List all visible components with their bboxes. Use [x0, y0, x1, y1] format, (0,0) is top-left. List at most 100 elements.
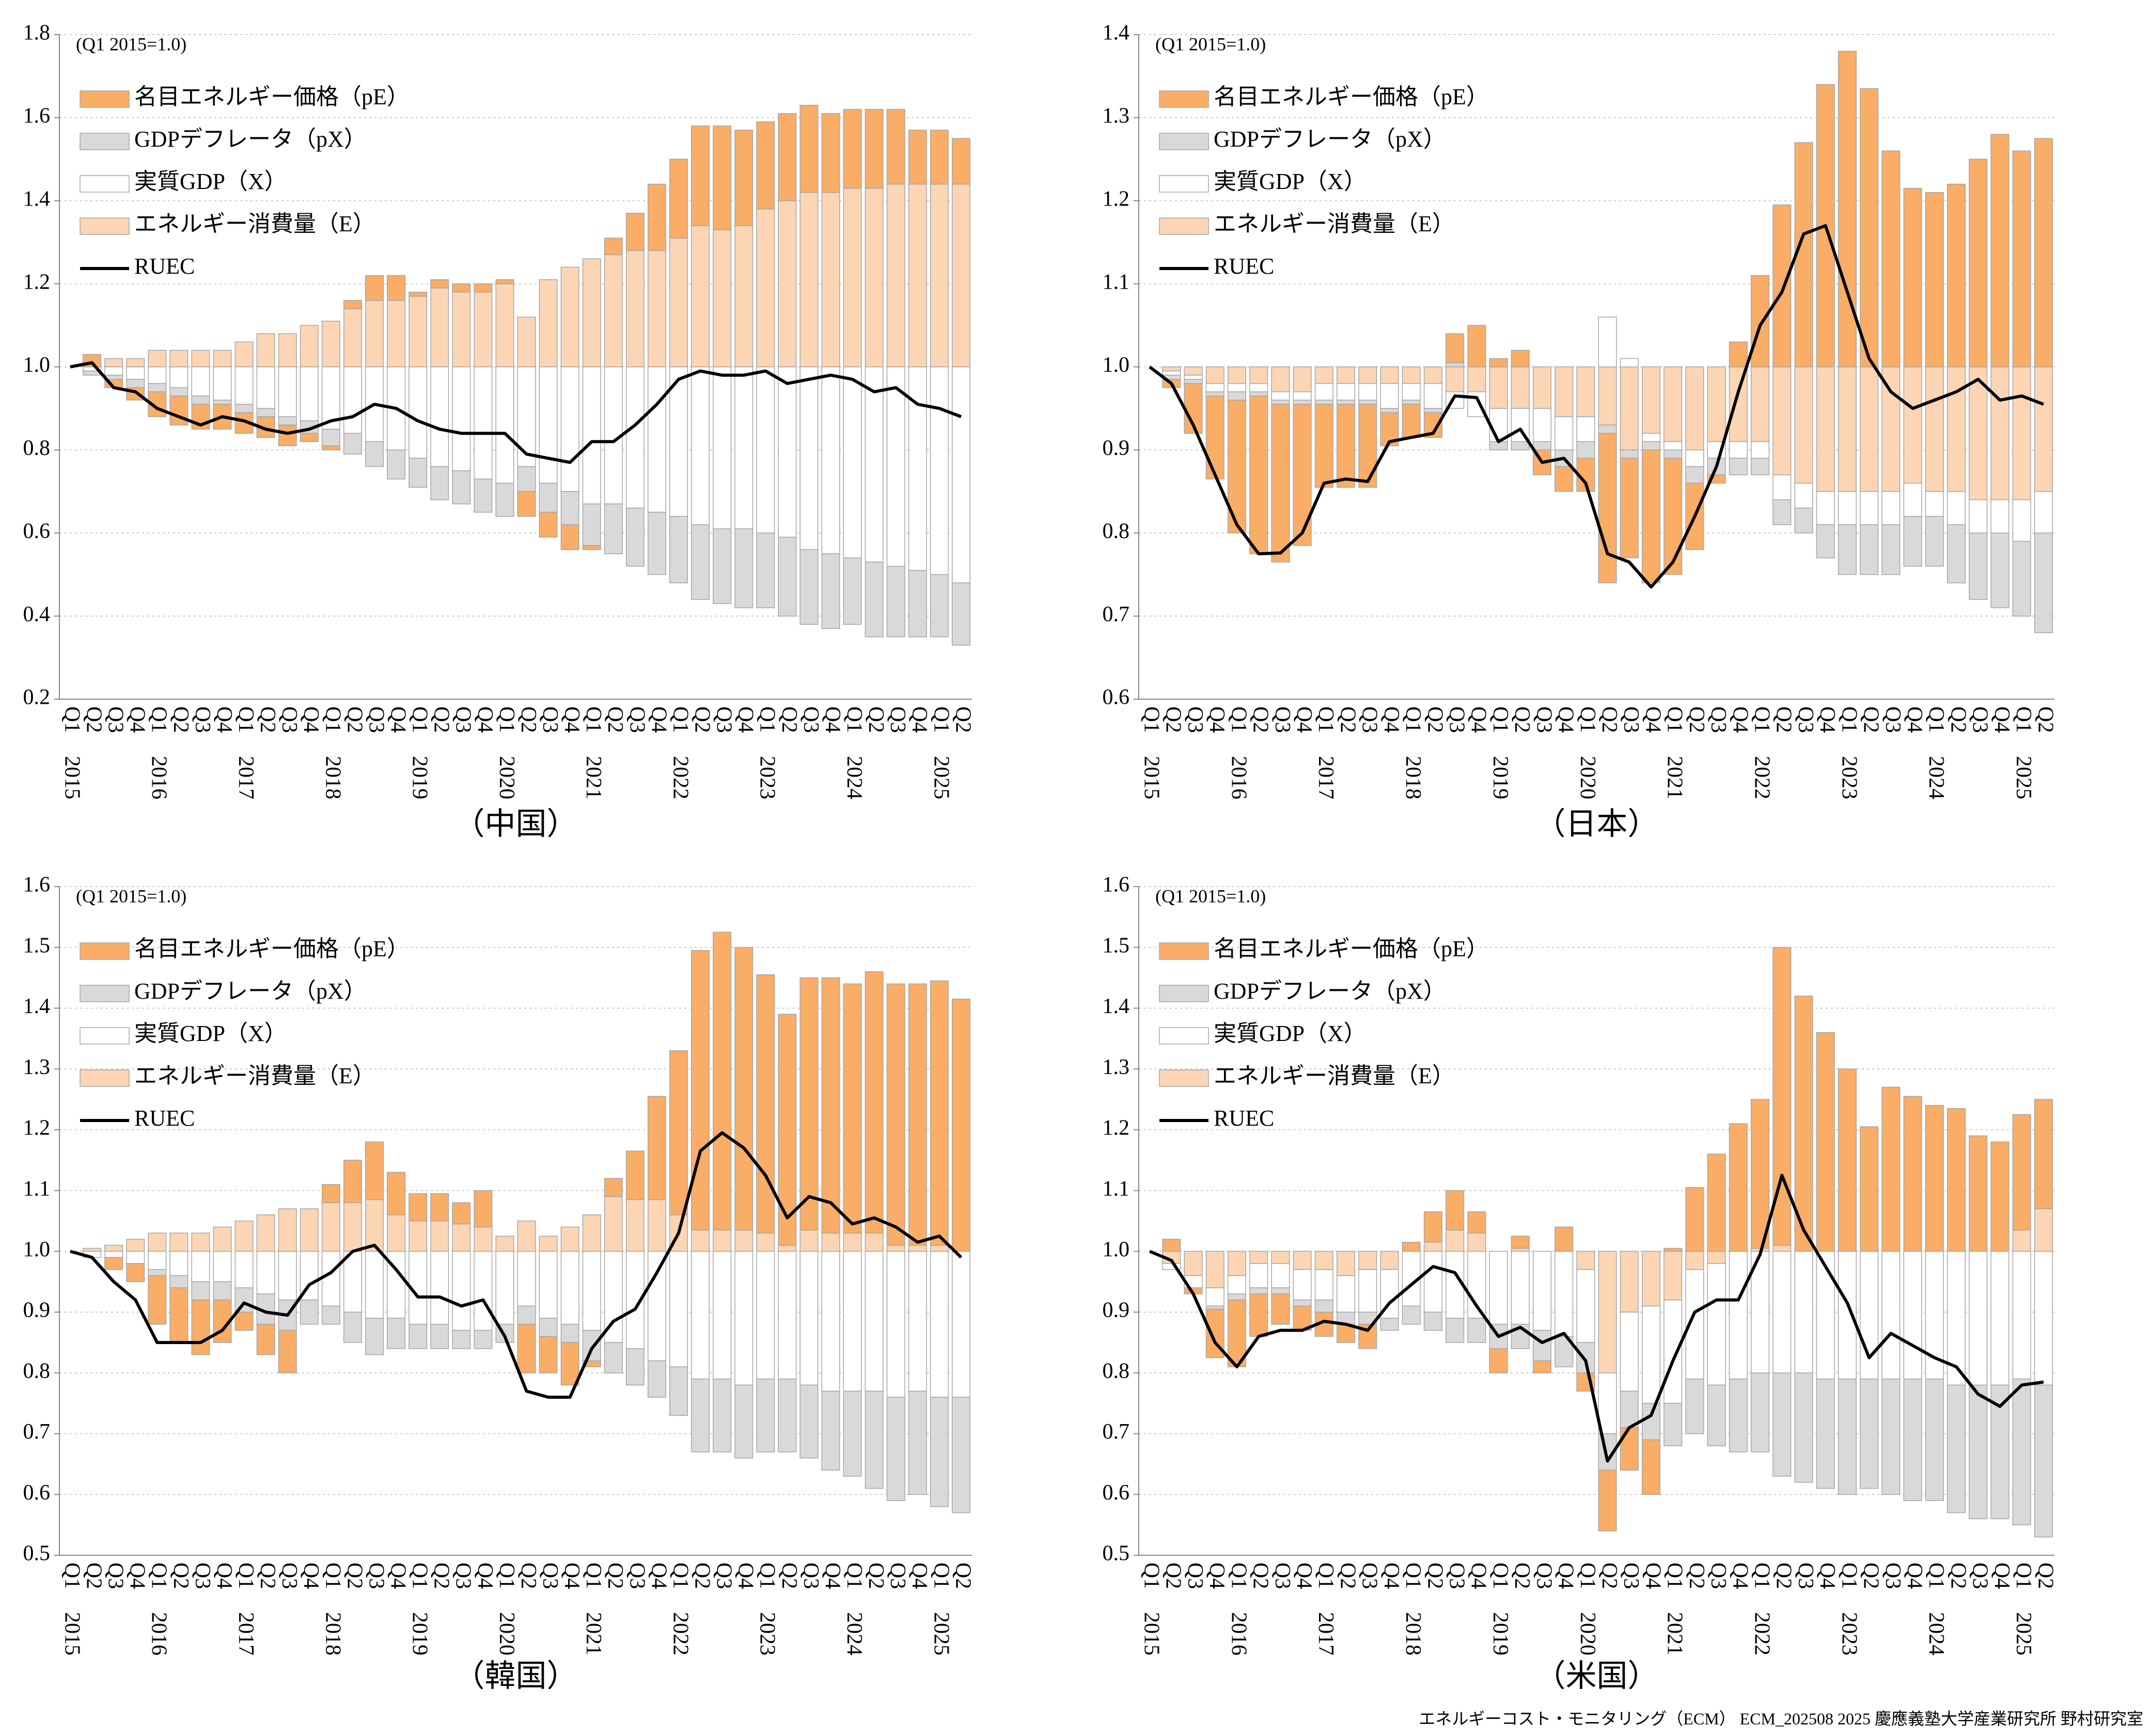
bar-segment	[1555, 1251, 1574, 1337]
bar-segment	[930, 980, 949, 1246]
bar-segment	[1903, 1251, 1922, 1380]
bar-segment	[1402, 383, 1421, 401]
bar-segment	[1271, 1251, 1290, 1264]
x-tick-label: Q4	[1205, 1563, 1229, 1589]
x-tick-label: Q3	[712, 1563, 736, 1589]
bar-segment	[1402, 1305, 1421, 1325]
chart-title: （米国）	[1535, 1659, 1659, 1693]
y-tick-label: 0.9	[1103, 436, 1130, 460]
x-tick-label: Q3	[1794, 1563, 1817, 1589]
bar-segment	[539, 1251, 558, 1319]
x-tick-label: Q3	[625, 1563, 649, 1589]
bar-segment	[1423, 1312, 1442, 1331]
bar-segment	[1903, 1096, 1922, 1252]
bar-segment	[1620, 366, 1639, 451]
x-tick-label: Q1	[1227, 1563, 1250, 1589]
bar-segment	[169, 387, 189, 397]
bar-segment	[1881, 366, 1901, 492]
bar-segment	[452, 1330, 471, 1349]
bar-segment	[1751, 366, 1770, 443]
bar-segment	[1358, 1269, 1377, 1313]
bar-segment	[191, 396, 210, 405]
bar-segment	[278, 333, 297, 368]
y-tick-label: 1.3	[1103, 104, 1130, 128]
bar-segment	[1598, 424, 1617, 434]
bar-segment	[908, 130, 927, 185]
bar-segment	[1249, 1263, 1268, 1288]
bar-segment	[1685, 1378, 1704, 1434]
bar-segment	[1423, 366, 1442, 384]
bar-segment	[148, 366, 167, 384]
bar-segment	[1555, 466, 1574, 492]
bar-segment	[474, 478, 493, 513]
x-tick-label: Q3	[1183, 1563, 1207, 1589]
bar-segment	[1816, 1378, 1835, 1489]
y-tick-label: 0.6	[1103, 686, 1130, 709]
bar-segment	[908, 1244, 927, 1252]
y-tick-label: 1.3	[1103, 1055, 1130, 1079]
bar-segment	[213, 366, 232, 401]
x-tick-label: Q3	[191, 1563, 214, 1589]
bar-segment	[647, 366, 666, 513]
bar-segment	[256, 1251, 275, 1295]
bar-segment	[734, 130, 753, 226]
bar-segment	[908, 183, 927, 368]
x-year-label: 2021	[582, 1612, 605, 1655]
x-year-label: 2024	[1924, 1612, 1948, 1655]
x-tick-label: Q3	[1183, 706, 1207, 733]
x-tick-label: Q4	[907, 706, 931, 733]
bar-segment	[691, 366, 710, 525]
bar-segment	[430, 1323, 449, 1349]
bar-segment	[1969, 499, 1988, 534]
bar-segment	[1946, 366, 1966, 492]
x-tick-label: Q3	[1968, 706, 1992, 733]
x-year-label: 2021	[1663, 756, 1687, 799]
bar-segment	[908, 1391, 927, 1495]
bar-segment	[1511, 366, 1530, 409]
legend-swatch	[80, 1069, 130, 1087]
bar-segment	[1925, 516, 1944, 567]
bar-segment	[409, 291, 428, 297]
bar-segment	[1227, 1293, 1247, 1301]
x-tick-label: Q2	[690, 1563, 714, 1589]
x-tick-label: Q4	[473, 1563, 497, 1589]
x-year-label: 2018	[321, 1612, 344, 1655]
bar-segment	[321, 1184, 340, 1203]
bar-segment	[1946, 1108, 1966, 1252]
bar-segment	[647, 1199, 666, 1252]
bar-segment	[256, 333, 275, 368]
bar-segment	[2034, 491, 2053, 533]
x-tick-label: Q1	[1139, 1563, 1163, 1589]
y-tick-label: 0.2	[23, 686, 51, 709]
bar-segment	[1641, 1251, 1661, 1307]
bar-segment	[1380, 1251, 1399, 1270]
x-tick-label: Q1	[1401, 1563, 1425, 1589]
bar-segment	[1751, 441, 1770, 459]
x-tick-label: Q1	[842, 1563, 866, 1589]
bar-segment	[1663, 1248, 1683, 1252]
bar-segment	[1903, 366, 1922, 484]
bar-segment	[1990, 366, 2009, 500]
bar-segment	[1925, 1378, 1944, 1501]
bar-segment	[625, 250, 645, 368]
x-year-label: 2022	[1750, 1612, 1773, 1655]
bar-segment	[1380, 366, 1399, 384]
bar-segment	[1576, 416, 1595, 443]
bar-segment	[1816, 491, 1835, 525]
bar-segment	[1205, 383, 1224, 392]
bar-segment	[104, 358, 123, 368]
bar-segment	[1838, 491, 1857, 525]
bar-segment	[1423, 1211, 1442, 1243]
x-year-label: 2025	[929, 1612, 953, 1655]
bar-segment	[1598, 1470, 1617, 1532]
bar-segment	[908, 570, 927, 638]
x-year-label: 2016	[1227, 756, 1250, 799]
bar-segment	[191, 350, 210, 368]
bar-segment	[1358, 400, 1377, 405]
x-year-label: 2020	[495, 1612, 519, 1655]
bar-segment	[2034, 1099, 2053, 1209]
x-year-label: 2022	[668, 756, 692, 799]
bar-segment	[2034, 1208, 2053, 1252]
bar-segment	[452, 1251, 471, 1331]
x-tick-label: Q4	[1292, 706, 1316, 733]
